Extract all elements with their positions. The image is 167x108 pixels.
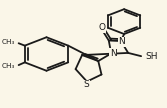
Text: CH₃: CH₃ <box>2 63 15 69</box>
Text: S: S <box>84 80 90 89</box>
Text: SH: SH <box>146 52 158 61</box>
Text: CH₃: CH₃ <box>2 39 15 45</box>
Text: N: N <box>110 49 117 58</box>
Text: O: O <box>99 23 106 32</box>
Text: N: N <box>118 37 125 46</box>
